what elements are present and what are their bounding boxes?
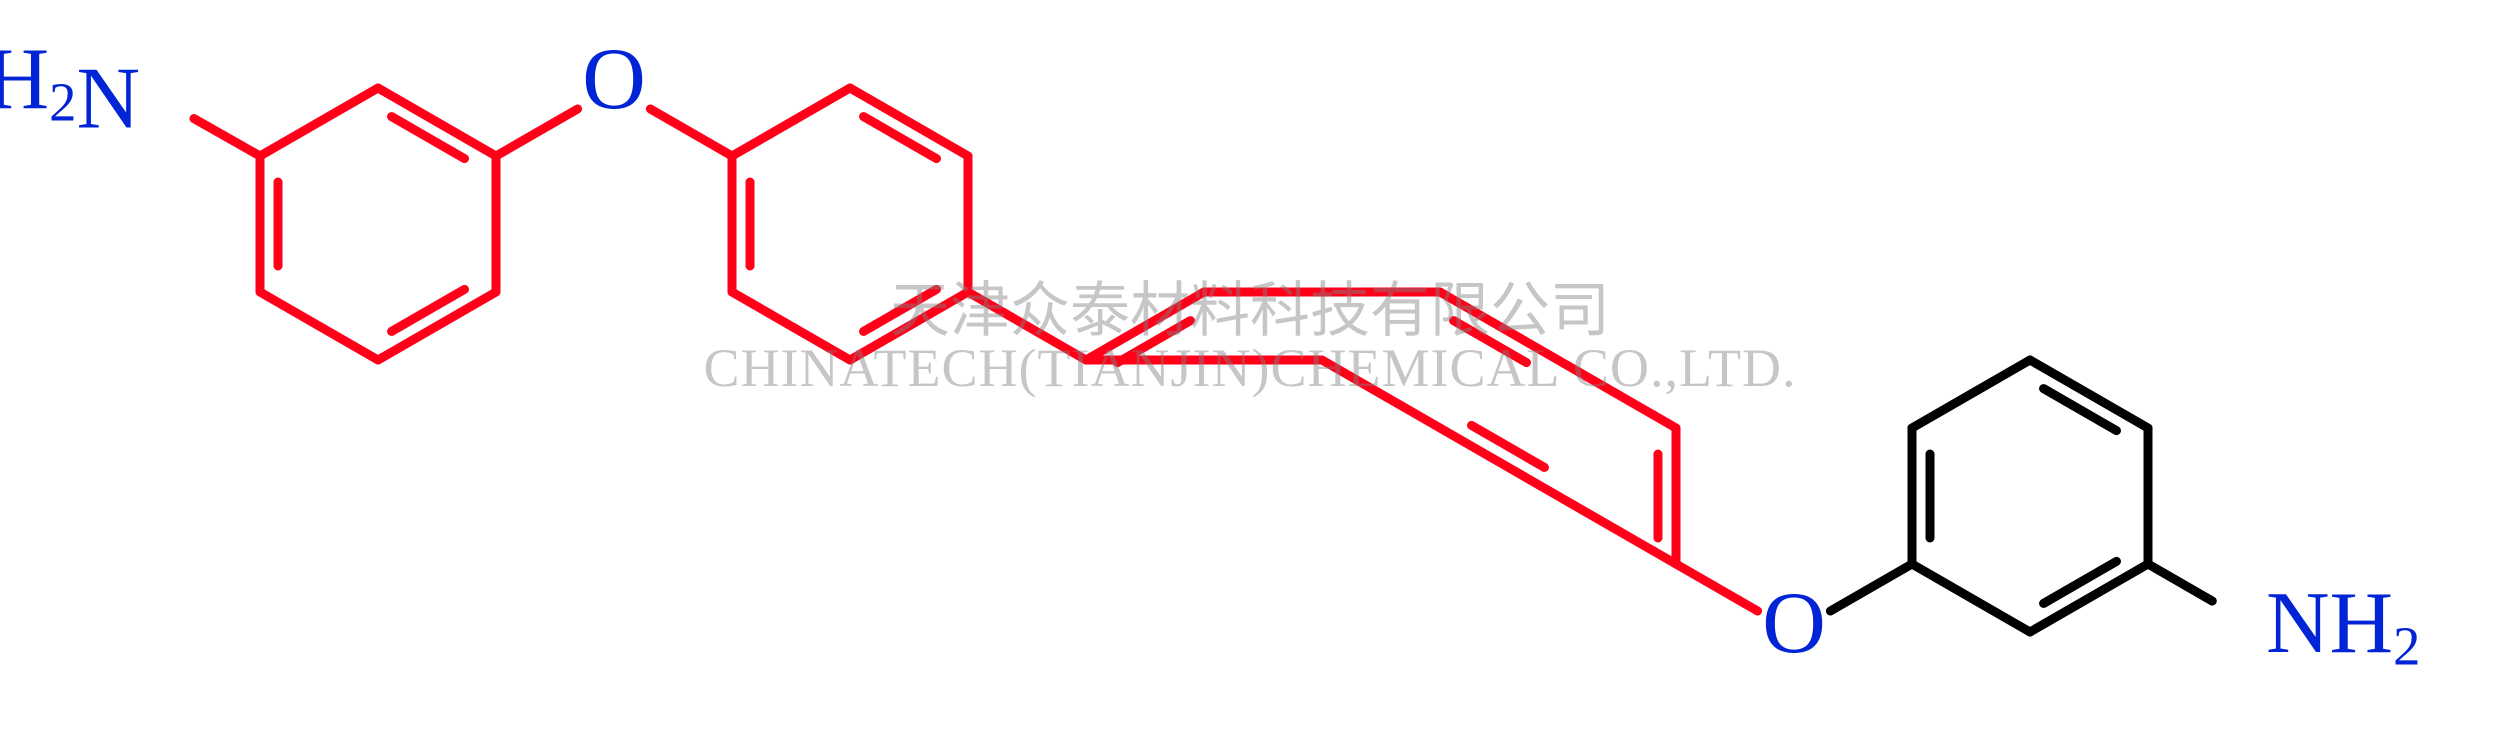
atom-label-N2: NH2 xyxy=(2266,575,2420,676)
bond xyxy=(2044,561,2117,603)
bond xyxy=(1454,321,1527,363)
bond xyxy=(1558,360,1676,428)
bond xyxy=(2148,564,2212,601)
atom-label-O1: O xyxy=(582,31,646,128)
bond xyxy=(1830,564,1912,611)
bond xyxy=(1912,360,2030,428)
bond xyxy=(732,292,850,360)
bond xyxy=(864,289,937,331)
molecule-diagram: H2N O O NH2 xyxy=(0,0,2500,736)
atom-label-N1: H2N xyxy=(0,31,140,147)
bond xyxy=(392,289,465,331)
bond xyxy=(1472,425,1545,467)
bond xyxy=(392,117,465,159)
bond xyxy=(496,109,578,156)
bond xyxy=(260,292,378,360)
bond xyxy=(650,109,732,156)
bond xyxy=(968,292,1086,360)
bond xyxy=(1676,564,1758,611)
bond xyxy=(2044,389,2117,431)
bond xyxy=(1912,564,2030,632)
bond xyxy=(1322,360,1440,428)
bond xyxy=(194,119,260,156)
bond xyxy=(732,88,850,156)
bond xyxy=(864,117,937,159)
atom-label-O2: O xyxy=(1762,575,1826,672)
bond xyxy=(260,88,378,156)
